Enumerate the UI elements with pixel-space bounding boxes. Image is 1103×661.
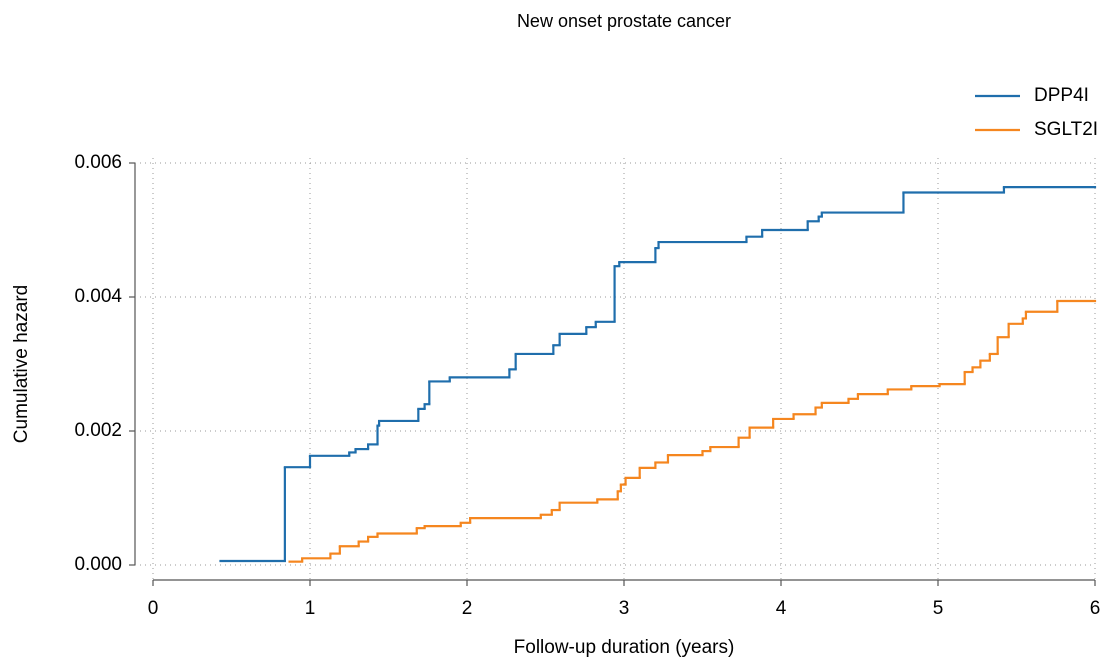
x-tick-label: 5 [933,598,944,619]
y-tick-label: 0.002 [74,420,122,441]
y-axis-label: Cumulative hazard [11,285,32,443]
x-tick-label: 4 [776,598,787,619]
x-tick-label: 2 [462,598,473,619]
x-tick-label: 6 [1090,598,1101,619]
x-tick-label: 3 [619,598,630,619]
legend-label: DPP4I [1034,85,1089,106]
x-tick-label: 1 [305,598,316,619]
x-tick-label: 0 [148,598,159,619]
x-axis-label: Follow-up duration (years) [514,637,735,658]
y-tick-label: 0.000 [74,554,122,575]
y-tick-label: 0.006 [74,152,122,173]
y-tick-label: 0.004 [74,286,122,307]
legend-label: SGLT2I [1034,119,1098,140]
chart-title: New onset prostate cancer [517,11,731,31]
